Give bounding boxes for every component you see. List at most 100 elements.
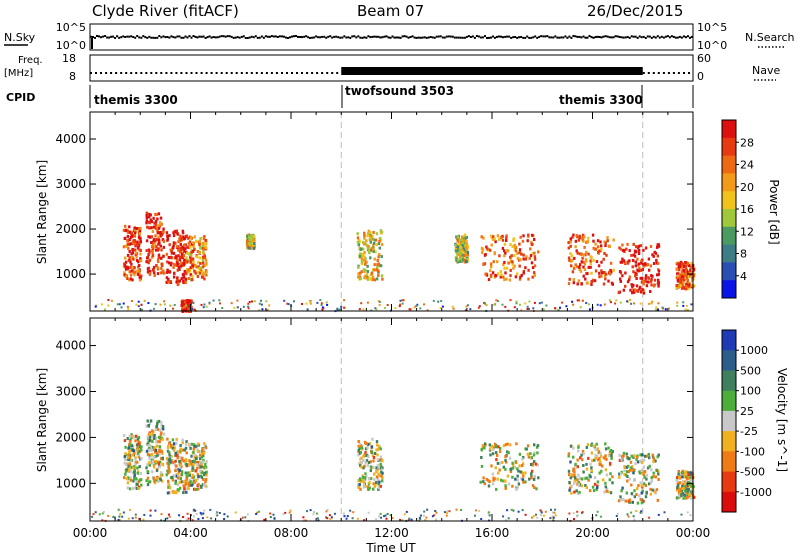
heatmap-cell <box>199 511 202 514</box>
heatmap-cell <box>524 513 527 516</box>
heatmap-cell <box>504 458 507 462</box>
colorbar-swatch <box>722 330 736 351</box>
heatmap-cell <box>129 260 132 264</box>
heatmap-cell <box>146 442 149 446</box>
heatmap-cell <box>503 278 506 282</box>
heatmap-cell <box>684 470 688 474</box>
heatmap-cell <box>160 233 164 237</box>
nsky-point <box>564 35 567 38</box>
heatmap-cell <box>530 456 533 460</box>
heatmap-cell <box>204 478 208 482</box>
heatmap-cell <box>526 308 529 310</box>
heatmap-cell <box>407 519 410 522</box>
heatmap-cell <box>581 511 584 514</box>
heatmap-cell <box>525 447 528 451</box>
heatmap-cell <box>604 277 607 281</box>
heatmap-cell <box>596 447 599 451</box>
heatmap-cell <box>146 270 150 274</box>
heatmap-cell <box>161 456 164 460</box>
nsky-point <box>492 35 494 38</box>
heatmap-cell <box>638 287 641 291</box>
heatmap-cell <box>161 230 165 234</box>
heatmap-cell <box>191 476 194 480</box>
heatmap-cell <box>537 476 540 480</box>
heatmap-cell <box>567 256 571 260</box>
heatmap-cell <box>559 306 561 309</box>
heatmap-cell <box>533 251 536 255</box>
heatmap-cell <box>372 456 376 459</box>
heatmap-cell <box>684 308 687 311</box>
freq-point <box>306 72 309 74</box>
heatmap-cell <box>148 438 152 442</box>
nsky-point <box>544 35 547 38</box>
heatmap-cell <box>638 471 642 475</box>
heatmap-cell <box>187 236 190 240</box>
heatmap-cell <box>246 245 249 249</box>
nsky-point <box>484 35 486 38</box>
heatmap-cell <box>124 472 127 476</box>
heatmap-cell <box>139 227 142 230</box>
heatmap-cell <box>657 272 660 276</box>
heatmap-cell <box>170 443 173 447</box>
heatmap-cell <box>320 303 323 306</box>
heatmap-cell <box>615 515 618 517</box>
heatmap-cell <box>200 303 203 306</box>
heatmap-cell <box>519 275 522 279</box>
heatmap-cell <box>377 255 380 259</box>
heatmap-cell <box>180 238 183 242</box>
heatmap-cell <box>504 443 508 447</box>
heatmap-cell <box>151 230 155 233</box>
heatmap-cell <box>366 244 369 248</box>
heatmap-cell <box>532 478 536 481</box>
heatmap-cell <box>649 492 653 496</box>
heatmap-cell <box>493 303 496 306</box>
heatmap-cell <box>192 450 195 454</box>
heatmap-cell <box>152 271 156 275</box>
heatmap-cell <box>497 445 500 449</box>
heatmap-cell <box>176 245 179 248</box>
nsky-point <box>341 36 344 39</box>
heatmap-cell <box>457 248 461 252</box>
heatmap-cell <box>135 480 138 484</box>
nsky-point <box>616 35 619 38</box>
heatmap-cell <box>641 276 644 280</box>
y-tick-label: 4000 <box>55 339 86 353</box>
heatmap-cell <box>519 235 522 239</box>
heatmap-cell <box>433 514 436 517</box>
heatmap-cell <box>635 455 639 459</box>
heatmap-cell <box>367 455 370 459</box>
heatmap-cell <box>688 480 692 484</box>
heatmap-cell <box>533 486 536 489</box>
heatmap-cell <box>402 299 405 302</box>
heatmap-cell <box>148 461 151 465</box>
nsky-point <box>608 36 611 39</box>
heatmap-cell <box>604 241 607 245</box>
nsky-point <box>512 36 515 39</box>
nsky-point <box>349 36 352 39</box>
heatmap-cell <box>594 247 597 251</box>
heatmap-cell <box>190 442 193 446</box>
heatmap-cell <box>107 515 110 517</box>
heatmap-cell <box>150 220 154 224</box>
nsky-point <box>506 35 509 38</box>
heatmap-cell <box>590 469 593 473</box>
freq-point <box>688 72 690 74</box>
nsky-point <box>473 36 476 39</box>
heatmap-cell <box>578 265 581 269</box>
heatmap-cell <box>630 469 633 473</box>
heatmap-cell <box>687 473 691 477</box>
date-title: 26/Dec/2015 <box>587 2 683 20</box>
heatmap-cell <box>175 491 178 495</box>
heatmap-cell <box>636 268 639 272</box>
heatmap-cell <box>244 516 247 519</box>
heatmap-cell <box>223 513 226 516</box>
heatmap-cell <box>598 460 602 463</box>
heatmap-cell <box>362 308 365 311</box>
nsky-point <box>244 37 247 39</box>
heatmap-cell <box>185 451 188 455</box>
heatmap-cell <box>377 274 380 277</box>
heatmap-cell <box>646 466 650 470</box>
heatmap-cell <box>167 485 170 489</box>
heatmap-cell <box>155 213 158 217</box>
heatmap-cell <box>693 495 696 499</box>
